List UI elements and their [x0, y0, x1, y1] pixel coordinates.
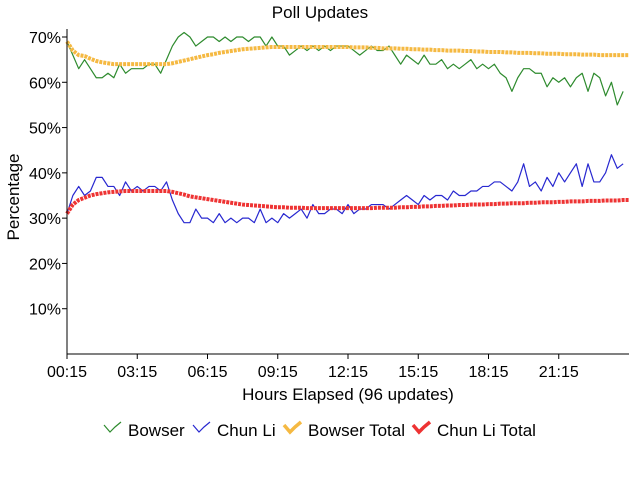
y-tick-label: 60% [29, 75, 61, 92]
series-line-bowser-total [65, 40, 629, 67]
series-chun-li-total [65, 188, 629, 215]
series-line-chun-li-total [65, 188, 629, 215]
x-tick-label: 03:15 [117, 364, 157, 381]
legend-swatch [192, 421, 211, 433]
y-tick-label: 20% [29, 256, 61, 273]
legend-swatch [411, 420, 432, 435]
y-tick-label: 30% [29, 211, 61, 228]
series-bowser-total [65, 40, 629, 67]
x-tick-label: 09:15 [258, 364, 298, 381]
y-tick-label: 70% [29, 30, 61, 47]
legend-label: Bowser Total [308, 421, 405, 440]
x-tick-label: 21:15 [539, 364, 579, 381]
x-tick-label: 06:15 [187, 364, 227, 381]
legend-item-chun-li: Chun Li [192, 421, 276, 440]
series-line-chun-li [66, 154, 624, 224]
axes-layer: 10% 20% 30% 40% 50% 60% 70% 00:15 03:15 06:15 09:1… [29, 29, 629, 381]
series-layer [65, 31, 629, 224]
legend-item-bowser-total: Bowser Total [282, 420, 405, 440]
y-tick-label: 10% [29, 302, 61, 319]
legend-label: Bowser [128, 421, 185, 440]
x-axis-label: Hours Elapsed (96 updates) [242, 385, 454, 404]
series-bowser [66, 31, 624, 106]
y-tick-label: 40% [29, 166, 61, 183]
legend-swatch [103, 421, 122, 433]
series-chun-li [66, 154, 624, 224]
legend-item-bowser: Bowser [103, 421, 185, 440]
x-tick-label: 15:15 [398, 364, 438, 381]
legend-swatch [282, 420, 303, 435]
chart-title: Poll Updates [272, 3, 368, 22]
x-tick-label: 00:15 [47, 364, 87, 381]
y-tick-label: 50% [29, 121, 61, 138]
x-tick-label: 18:15 [468, 364, 508, 381]
x-tick-label: 12:15 [328, 364, 368, 381]
legend: Bowser Chun Li Bowser Total Chun Li Total [103, 420, 536, 440]
legend-item-chun-li-total: Chun Li Total [411, 420, 536, 440]
legend-label: Chun Li [217, 421, 276, 440]
legend-label: Chun Li Total [437, 421, 536, 440]
y-axis-label: Percentage [4, 154, 23, 241]
series-line-bowser [66, 31, 624, 106]
